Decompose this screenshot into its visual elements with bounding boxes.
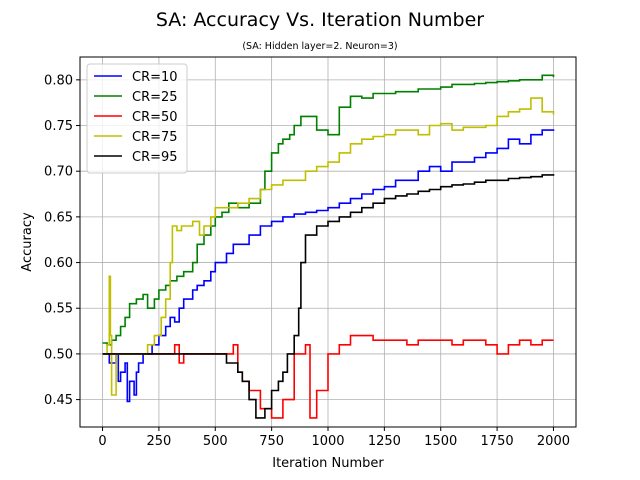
legend-label: CR=10 [132, 70, 178, 85]
legend-label: CR=75 [132, 130, 178, 145]
x-tick-label: 250 [146, 434, 171, 449]
legend-label: CR=25 [132, 90, 178, 105]
x-tick-label: 1250 [368, 434, 401, 449]
x-axis-label: Iteration Number [272, 456, 384, 471]
chart-subtitle: (SA: Hidden layer=2. Neuron=3) [242, 41, 397, 52]
y-tick-label: 0.50 [44, 347, 73, 362]
x-tick-label: 1000 [311, 434, 344, 449]
x-tick-label: 0 [98, 434, 106, 449]
x-tick-label: 2000 [537, 434, 570, 449]
x-tick-label: 1500 [424, 434, 457, 449]
y-tick-label: 0.70 [44, 165, 73, 180]
legend: CR=10 CR=25 CR=50 CR=75 CR=95 [86, 63, 188, 174]
legend-label: CR=50 [132, 110, 178, 125]
y-tick-label: 0.45 [44, 393, 73, 408]
y-tick-label: 0.65 [44, 210, 73, 225]
y-tick-label: 0.75 [44, 119, 73, 134]
series-line-cr-10 [102, 129, 555, 403]
chart-title: SA: Accuracy Vs. Iteration Number [156, 9, 484, 31]
series-line-cr-95 [102, 174, 555, 419]
x-tick-label: 750 [259, 434, 284, 449]
y-tick-label: 0.55 [44, 302, 73, 317]
y-tick-label: 0.60 [44, 256, 73, 271]
x-tick-label: 500 [203, 434, 228, 449]
series-lines [102, 74, 555, 419]
x-tick-label: 1750 [481, 434, 514, 449]
series-line-cr-75 [102, 97, 555, 396]
legend-label: CR=95 [132, 150, 178, 165]
y-tick-label: 0.80 [44, 73, 73, 88]
x-axis-ticks: 0 250 500 750 1000 1250 1500 1750 2000 [98, 427, 570, 449]
y-axis-ticks: 0.45 0.50 0.55 0.60 0.65 0.70 0.75 0.80 [44, 73, 80, 408]
legend-box [86, 63, 188, 174]
y-axis-label: Accuracy [20, 212, 35, 272]
